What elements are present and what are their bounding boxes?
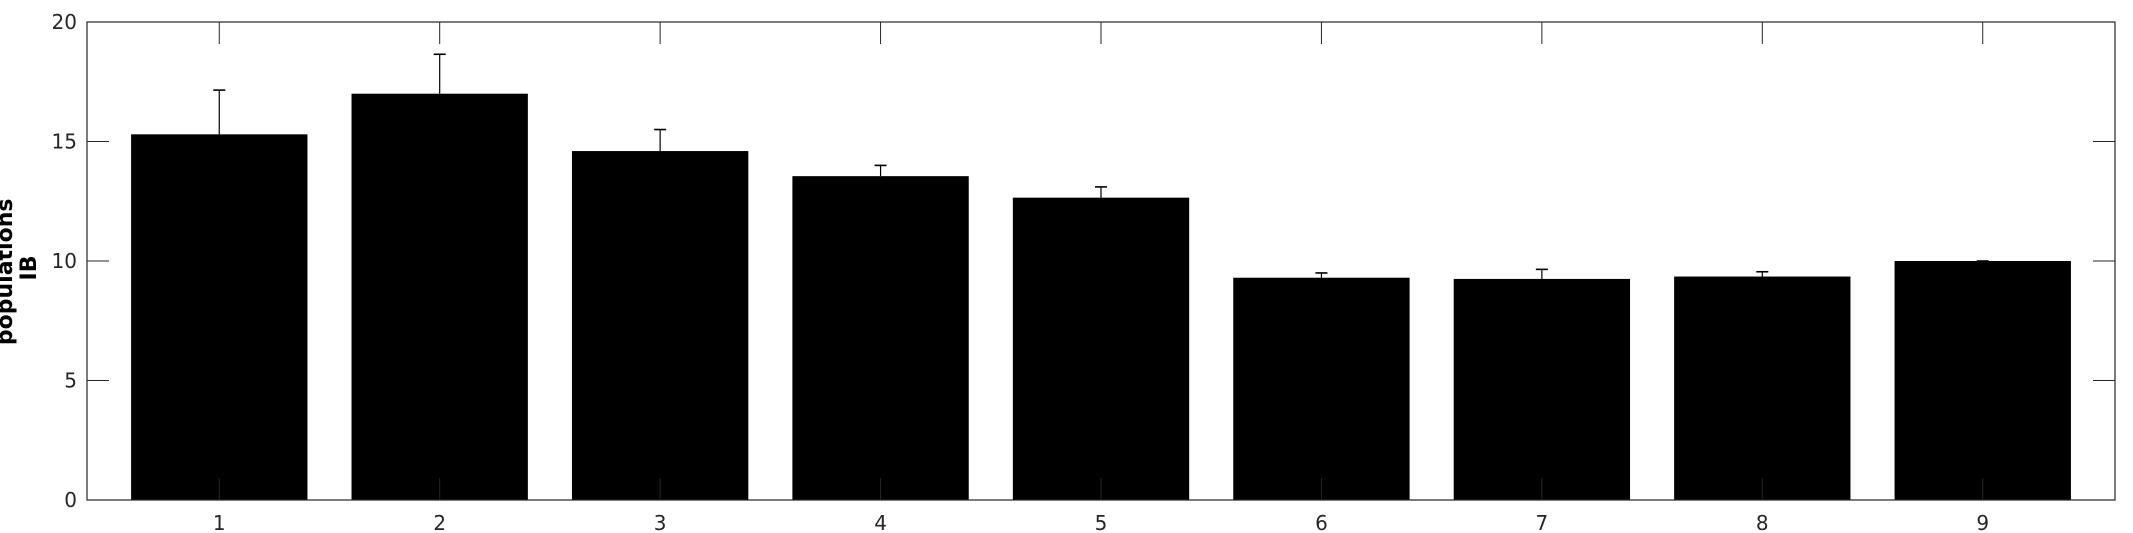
x-tick-label-7: 7: [1536, 511, 1549, 533]
bar-7: [1453, 278, 1631, 500]
bar-5: [1012, 197, 1190, 500]
tick-labels-layer: 1 2 3 4 5 6 7 8 9 0 5 10 15 20: [52, 10, 1990, 533]
error-bar-4: [874, 164, 887, 177]
error-bar-5: [1095, 186, 1107, 198]
bar-9: [1894, 261, 2071, 500]
y-axis-label: populations IB: [0, 191, 42, 345]
bar-6: [1233, 277, 1410, 500]
error-bar-3: [654, 128, 667, 152]
x-tick-label-4: 4: [874, 511, 887, 533]
x-tick-label-5: 5: [1095, 511, 1108, 533]
bars-layer: [131, 93, 2071, 500]
x-tick-label-1: 1: [213, 511, 226, 533]
bar-2: [351, 93, 528, 500]
error-bar-1: [213, 89, 226, 135]
axes-layer: [86, 21, 2116, 501]
bar-3: [571, 151, 749, 500]
bar-8: [1674, 276, 1851, 500]
bar-1: [131, 134, 308, 500]
x-tick-label-6: 6: [1315, 511, 1328, 533]
y-tick-label-15: 15: [52, 130, 77, 154]
error-bars-layer: [213, 53, 1989, 279]
y-axis-label-line-2: IB: [17, 256, 42, 281]
error-bar-7: [1535, 268, 1548, 279]
x-tick-label-8: 8: [1756, 511, 1769, 533]
y-tick-label-20: 20: [52, 10, 77, 34]
x-tick-label-9: 9: [1976, 511, 1989, 533]
error-bar-2: [433, 53, 446, 94]
y-axis-label-line-1: populations: [0, 199, 18, 346]
y-tick-label-5: 5: [64, 369, 77, 393]
x-tick-label-2: 2: [433, 511, 446, 533]
error-bar-8: [1756, 270, 1769, 277]
bar-4: [792, 176, 969, 500]
y-tick-label-0: 0: [64, 488, 77, 512]
y-tick-label-10: 10: [52, 249, 77, 273]
x-tick-label-3: 3: [654, 511, 667, 533]
error-bar-6: [1315, 272, 1328, 278]
